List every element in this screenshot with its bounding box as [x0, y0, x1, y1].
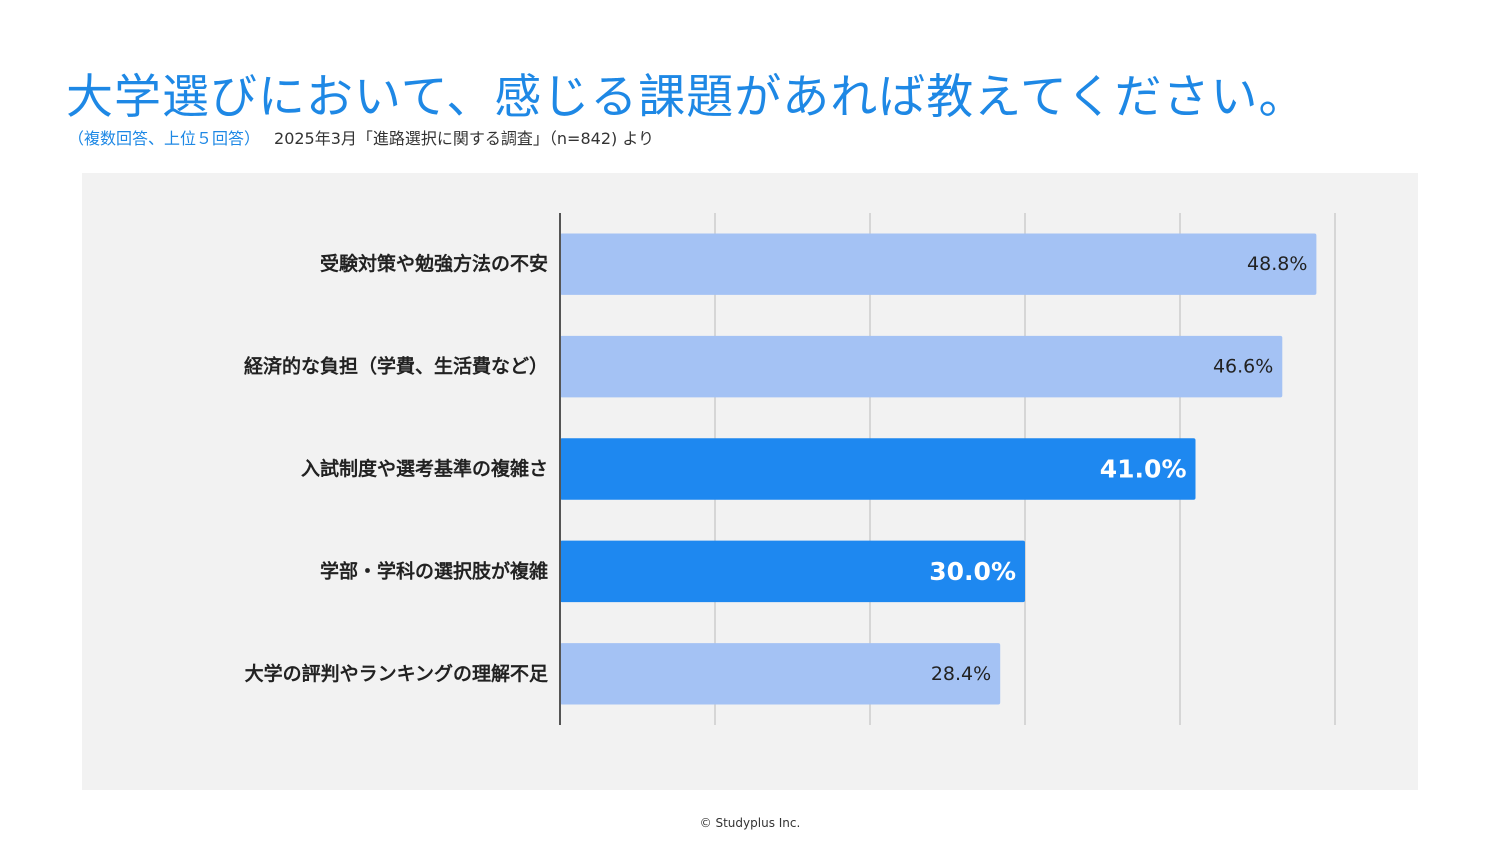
category-label: 受験対策や勉強方法の不安 — [320, 252, 548, 275]
value-label: 41.0% — [1100, 455, 1187, 484]
bar-chart: 受験対策や勉強方法の不安 48.8% 経済的な負担（学費、生活費など） 46.6% 入試… — [244, 213, 1336, 725]
bar — [560, 233, 1317, 295]
subtitle-source: 2025年3月「進路選択に関する調査」（n=842) より — [274, 129, 655, 148]
chart-panel: 受験対策や勉強方法の不安 48.8% 経済的な負担（学費、生活費など） 46.6% 入試… — [82, 173, 1418, 790]
value-label: 30.0% — [929, 557, 1016, 586]
category-label: 入試制度や選考基準の複雑さ — [301, 457, 548, 480]
category-label: 経済的な負担（学費、生活費など） — [244, 355, 548, 378]
bar — [560, 643, 1001, 705]
value-label: 48.8% — [1247, 253, 1307, 275]
value-label: 46.6% — [1213, 356, 1273, 378]
bar — [560, 335, 1283, 398]
subtitle: （複数回答、上位５回答） 2025年3月「進路選択に関する調査」（n=842) よ… — [68, 125, 654, 149]
value-label: 28.4% — [931, 663, 991, 685]
copyright: © Studyplus Inc. — [699, 816, 801, 830]
bar — [560, 540, 1025, 603]
category-label: 大学の評判やランキングの理解不足 — [245, 662, 549, 685]
subtitle-note: （複数回答、上位５回答） — [68, 129, 261, 148]
category-label: 学部・学科の選択肢が複雑 — [320, 559, 548, 582]
bar — [560, 438, 1196, 500]
page-title: 大学選びにおいて、感じる課題があれば教えてください。 — [66, 70, 1307, 125]
